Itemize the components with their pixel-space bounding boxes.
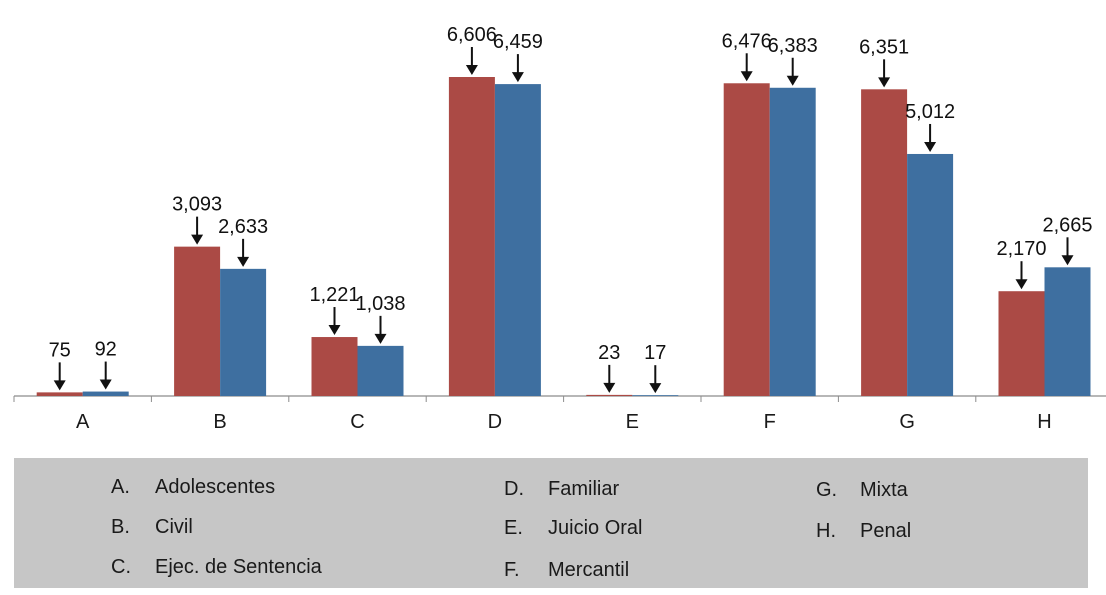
bar	[769, 87, 816, 396]
data-label-arrow	[237, 238, 250, 267]
legend-label: Mixta	[860, 479, 908, 501]
legend-label: Ejec. de Sentencia	[155, 556, 322, 578]
bar	[357, 345, 404, 396]
data-label: 92	[95, 339, 117, 361]
x-tick-label: A	[76, 411, 90, 433]
data-label-arrow	[1015, 261, 1028, 290]
data-label: 3,093	[172, 194, 222, 216]
legend-label: Mercantil	[548, 559, 630, 581]
legend-item-e: E. Juicio Oral	[504, 517, 642, 540]
data-label-arrow	[786, 57, 799, 86]
legend-item-g: G. Mixta	[816, 479, 908, 502]
x-tick-label: C	[350, 411, 364, 433]
legend-item-f: F. Mercantil	[504, 559, 629, 582]
data-label: 6,476	[722, 30, 772, 52]
legend-letter: E.	[504, 517, 523, 539]
data-label-arrow	[649, 365, 662, 394]
legend-letter: B.	[111, 516, 130, 538]
data-label: 23	[598, 342, 620, 364]
bar	[82, 391, 129, 396]
legend-letter: C.	[111, 556, 131, 578]
legend-letter: D.	[504, 478, 524, 500]
data-label: 6,606	[447, 24, 497, 46]
data-label: 1,038	[355, 293, 405, 315]
data-label: 75	[49, 339, 71, 361]
bar	[1044, 267, 1091, 396]
data-label: 6,383	[768, 35, 818, 57]
data-label: 1,221	[309, 284, 359, 306]
legend-item-c: C. Ejec. de Sentencia	[111, 556, 322, 579]
legend-label: Adolescentes	[155, 476, 276, 498]
data-label-arrow	[1061, 237, 1074, 266]
data-label-arrow	[191, 216, 204, 245]
data-label: 6,351	[859, 36, 909, 58]
x-tick-label: E	[626, 411, 639, 433]
x-tick-label: D	[488, 411, 502, 433]
legend-letter: H.	[816, 520, 836, 542]
data-label-arrow	[53, 362, 66, 391]
data-label-arrow	[328, 307, 341, 336]
data-label: 2,170	[996, 238, 1046, 260]
bar	[220, 268, 267, 396]
data-label-arrow	[374, 315, 387, 344]
data-label-arrow	[924, 123, 937, 152]
legend-item-h: H. Penal	[816, 520, 911, 543]
x-tick-label: B	[213, 411, 226, 433]
x-tick-label: H	[1037, 411, 1051, 433]
data-label: 6,459	[493, 31, 543, 53]
data-label: 2,665	[1042, 214, 1092, 236]
bar	[632, 395, 679, 396]
data-label-arrow	[740, 53, 753, 82]
legend-letter: A.	[111, 476, 130, 498]
legend-label: Penal	[860, 520, 912, 542]
category-legend: A. Adolescentes B. Civil C. Ejec. de Senten…	[14, 458, 1088, 588]
data-label-arrow	[511, 54, 524, 83]
bar	[723, 83, 770, 397]
bar	[586, 394, 633, 396]
legend-letter: G.	[816, 479, 838, 501]
x-tick-label: G	[899, 411, 915, 433]
data-label: 5,012	[905, 101, 955, 123]
bar	[174, 246, 221, 396]
legend-label: Civil	[155, 516, 193, 538]
bar	[861, 89, 908, 396]
legend-letter: F.	[504, 559, 520, 581]
data-label-arrow	[878, 59, 891, 88]
x-tick-label: F	[764, 411, 776, 433]
data-label-arrow	[99, 361, 112, 390]
data-label-arrow	[465, 47, 478, 75]
data-label-arrow	[603, 364, 616, 393]
legend-item-a: A. Adolescentes	[111, 476, 275, 499]
bar	[36, 392, 83, 396]
data-label: 2,633	[218, 216, 268, 238]
bar	[494, 84, 541, 397]
data-label: 17	[644, 342, 666, 364]
bar	[907, 153, 954, 396]
legend-item-b: B. Civil	[111, 516, 193, 539]
legend-label: Juicio Oral	[548, 517, 643, 539]
legend-label: Familiar	[548, 478, 620, 500]
legend-item-d: D. Familiar	[504, 478, 619, 501]
bar	[311, 337, 358, 396]
bar	[998, 291, 1045, 396]
bar	[448, 77, 495, 396]
